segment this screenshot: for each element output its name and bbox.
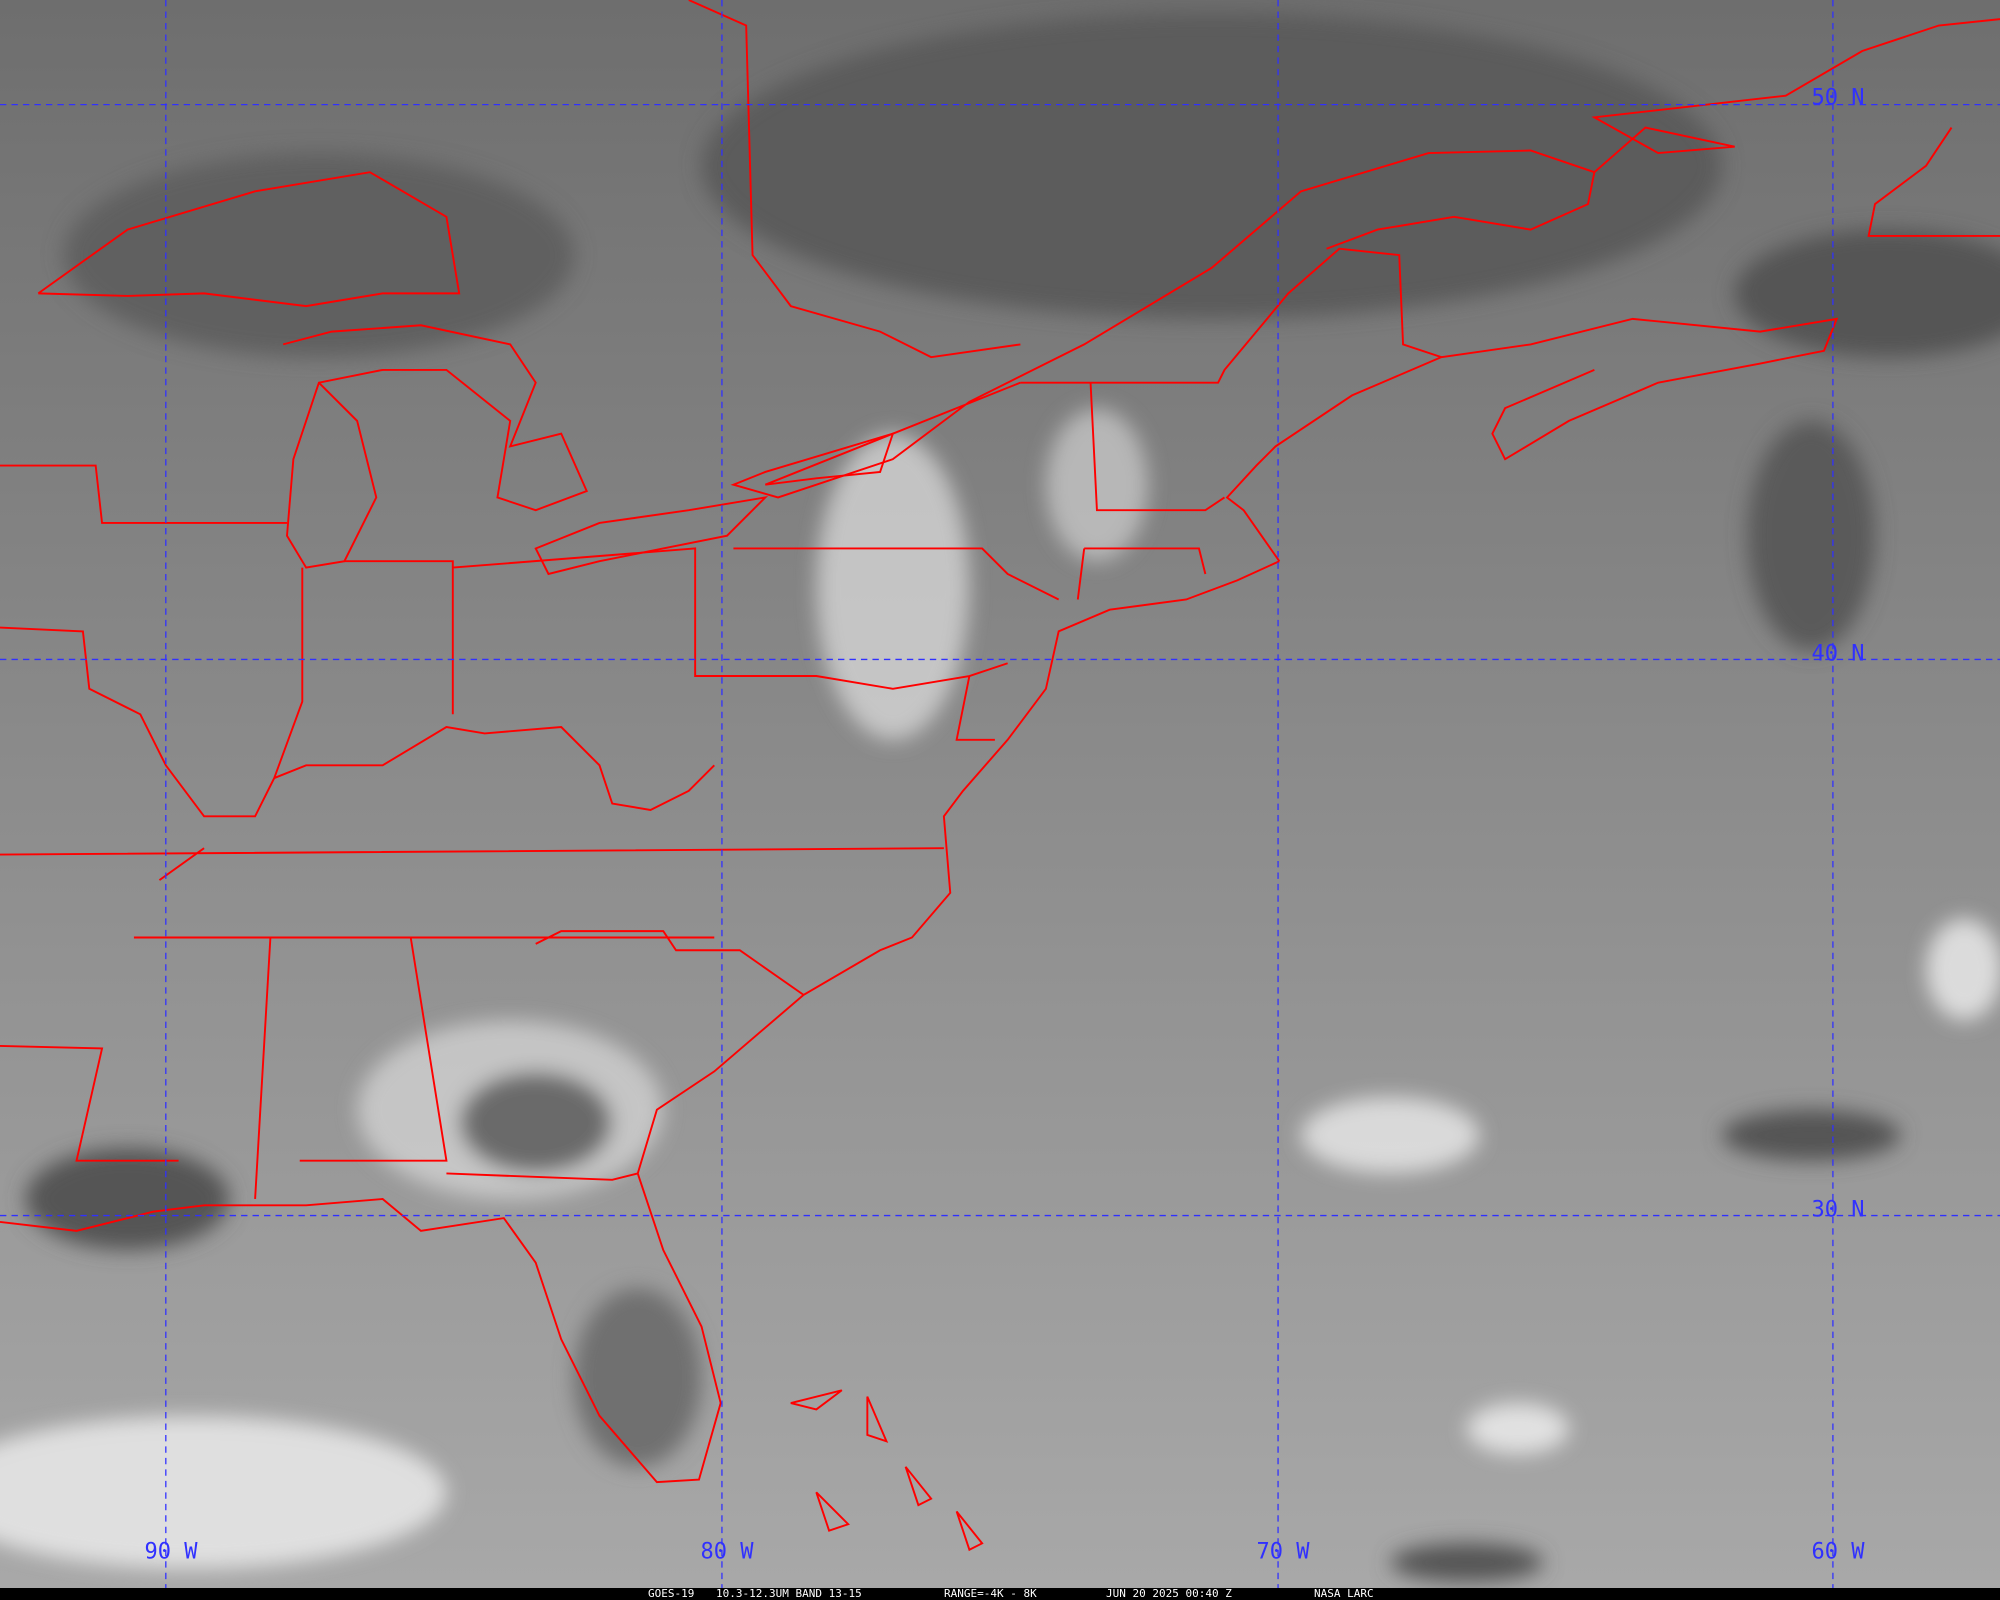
band-info: 10.3-12.3UM BAND 13-15 [716,1587,862,1600]
hudson-divide [688,0,1021,359]
lat-label-30n: 30 N [1811,1197,1865,1223]
great-lakes [37,171,895,576]
us-east-coastline [0,247,1445,1484]
cloud-features [0,12,2000,1582]
lon-label-60w: 60 W [1811,1539,1865,1565]
caption-bar: GOES-19 10.3-12.3UM BAND 13-15 RANGE=-4K… [0,1588,2000,1600]
lon-label-70w: 70 W [1256,1539,1310,1565]
lon-label-80w: 80 W [700,1539,754,1565]
st-lawrence-coast [730,149,1596,499]
satellite-name: GOES-19 [648,1587,695,1600]
datetime: JUN 20 2025 00:40 Z [1106,1587,1232,1600]
canada-coast [1441,18,2000,461]
lat-label-40n: 40 N [1811,641,1865,667]
range-info: RANGE=-4K - 8K [944,1587,1037,1600]
lon-label-90w: 90 W [144,1539,198,1565]
lat-label-50n: 50 N [1811,85,1865,111]
bahamas-islands [790,1389,984,1552]
political-boundaries [0,0,2000,1552]
credit: NASA LARC [1314,1587,1374,1600]
state-lines [0,382,1226,1200]
